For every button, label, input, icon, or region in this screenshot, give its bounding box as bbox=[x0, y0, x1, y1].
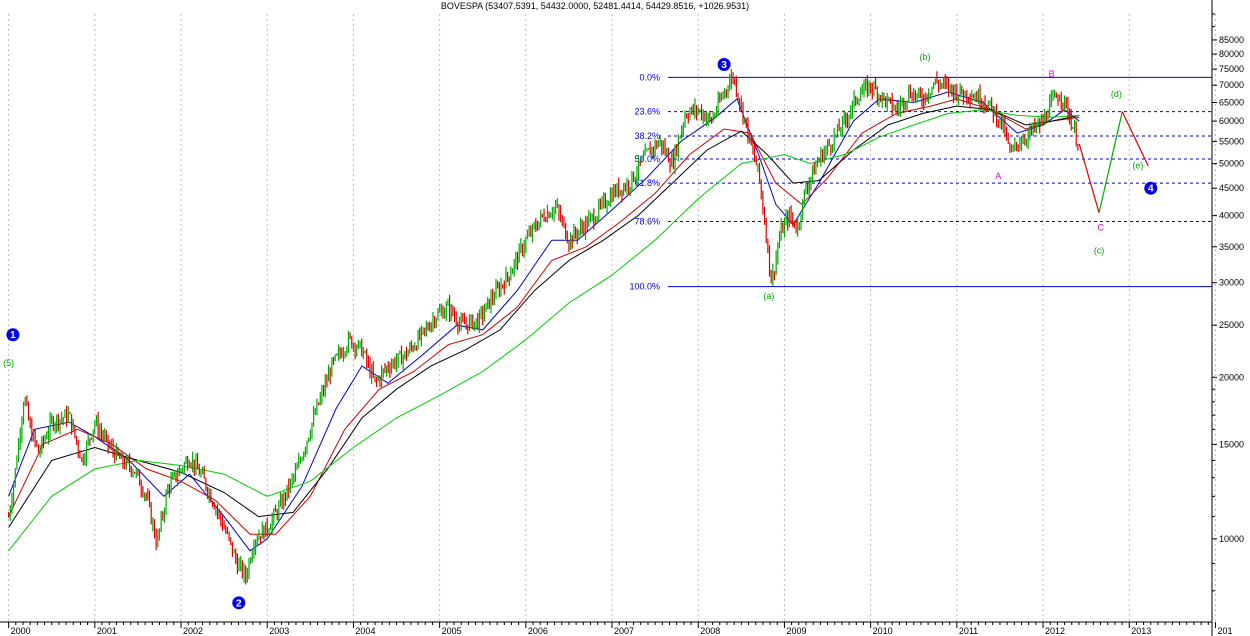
wave-label: (5) bbox=[3, 358, 14, 368]
moving-average-line bbox=[8, 105, 1080, 528]
x-tick-label: 2002 bbox=[183, 626, 203, 636]
x-tick-label: 2009 bbox=[786, 626, 806, 636]
x-tick-label: 201 bbox=[1217, 626, 1232, 636]
wave-marker-label: 1 bbox=[10, 330, 16, 341]
wave-label: (e) bbox=[1132, 160, 1143, 170]
wave-marker-label: 4 bbox=[1148, 184, 1154, 195]
wave-label: C bbox=[1098, 223, 1105, 233]
wave-label: (c) bbox=[1094, 246, 1105, 256]
wave-marker bbox=[717, 57, 731, 71]
x-tick-label: 2003 bbox=[269, 626, 289, 636]
x-tick-label: 2000 bbox=[11, 626, 31, 636]
projection-line bbox=[1121, 111, 1149, 167]
fib-label: 23.6% bbox=[634, 107, 660, 117]
x-tick-label: 2010 bbox=[873, 626, 893, 636]
projection-line bbox=[1078, 143, 1100, 213]
price-bars bbox=[8, 68, 1079, 585]
wave-label: B bbox=[1049, 69, 1055, 79]
y-tick-label: 80000 bbox=[1219, 49, 1244, 59]
wave-marker-label: 2 bbox=[236, 598, 242, 609]
fib-label: 100.0% bbox=[629, 282, 660, 292]
y-tick-label: 25000 bbox=[1219, 320, 1244, 330]
moving-average-line bbox=[8, 98, 1080, 535]
y-tick-label: 35000 bbox=[1219, 242, 1244, 252]
fib-label: 78.6% bbox=[634, 217, 660, 227]
x-tick-label: 2008 bbox=[700, 626, 720, 636]
fibonacci-levels: 0.0% 23.6% 38.2% 50.0% 61.8% 78.6% 100.0% bbox=[629, 72, 1212, 292]
y-tick-label: 40000 bbox=[1219, 211, 1244, 221]
chart-title: BOVESPA (53407.5391, 54432.0000, 52481.4… bbox=[441, 1, 749, 11]
fib-label: 0.0% bbox=[639, 72, 660, 82]
y-tick-label: 70000 bbox=[1219, 80, 1244, 90]
wave-label: (a) bbox=[763, 291, 774, 301]
y-tick-label: 30000 bbox=[1219, 278, 1244, 288]
wave-marker-label: 3 bbox=[721, 60, 727, 71]
x-tick-label: 2001 bbox=[97, 626, 117, 636]
wave-label: (d) bbox=[1111, 89, 1122, 99]
x-tick-label: 2007 bbox=[614, 626, 634, 636]
wave-marker bbox=[1144, 181, 1158, 195]
y-tick-label: 75000 bbox=[1219, 64, 1244, 74]
projection-line bbox=[1098, 111, 1123, 213]
grid bbox=[8, 14, 1216, 622]
x-tick-label: 2011 bbox=[959, 626, 978, 636]
y-tick-label: 20000 bbox=[1219, 372, 1244, 382]
y-tick-label: 85000 bbox=[1219, 35, 1244, 45]
projection-lines bbox=[1078, 111, 1149, 213]
wave-marker bbox=[232, 596, 246, 610]
y-tick-label: 55000 bbox=[1219, 136, 1244, 146]
wave-labels: (5) (a) (b) (c) (d) (e) A B C 1 2 3 4 bbox=[3, 52, 1158, 610]
y-tick-label: 45000 bbox=[1219, 183, 1244, 193]
fib-label: 61.8% bbox=[634, 178, 660, 188]
x-tick-label: 2013 bbox=[1131, 626, 1151, 636]
y-tick-label: 15000 bbox=[1219, 439, 1244, 449]
y-tick-label: 10000 bbox=[1219, 534, 1244, 544]
x-tick-label: 2012 bbox=[1045, 626, 1065, 636]
wave-marker bbox=[6, 328, 20, 342]
y-tick-label: 60000 bbox=[1219, 116, 1244, 126]
fib-label: 50.0% bbox=[634, 154, 660, 164]
x-tick-label: 2006 bbox=[528, 626, 548, 636]
y-tick-label: 65000 bbox=[1219, 97, 1244, 107]
x-tick-label: 2005 bbox=[442, 626, 462, 636]
wave-label: A bbox=[995, 171, 1001, 181]
x-tick-label: 2004 bbox=[355, 626, 375, 636]
moving-average-line bbox=[8, 91, 1080, 552]
fib-label: 38.2% bbox=[634, 131, 660, 141]
wave-label: (b) bbox=[919, 52, 930, 62]
y-tick-label: 50000 bbox=[1219, 159, 1244, 169]
